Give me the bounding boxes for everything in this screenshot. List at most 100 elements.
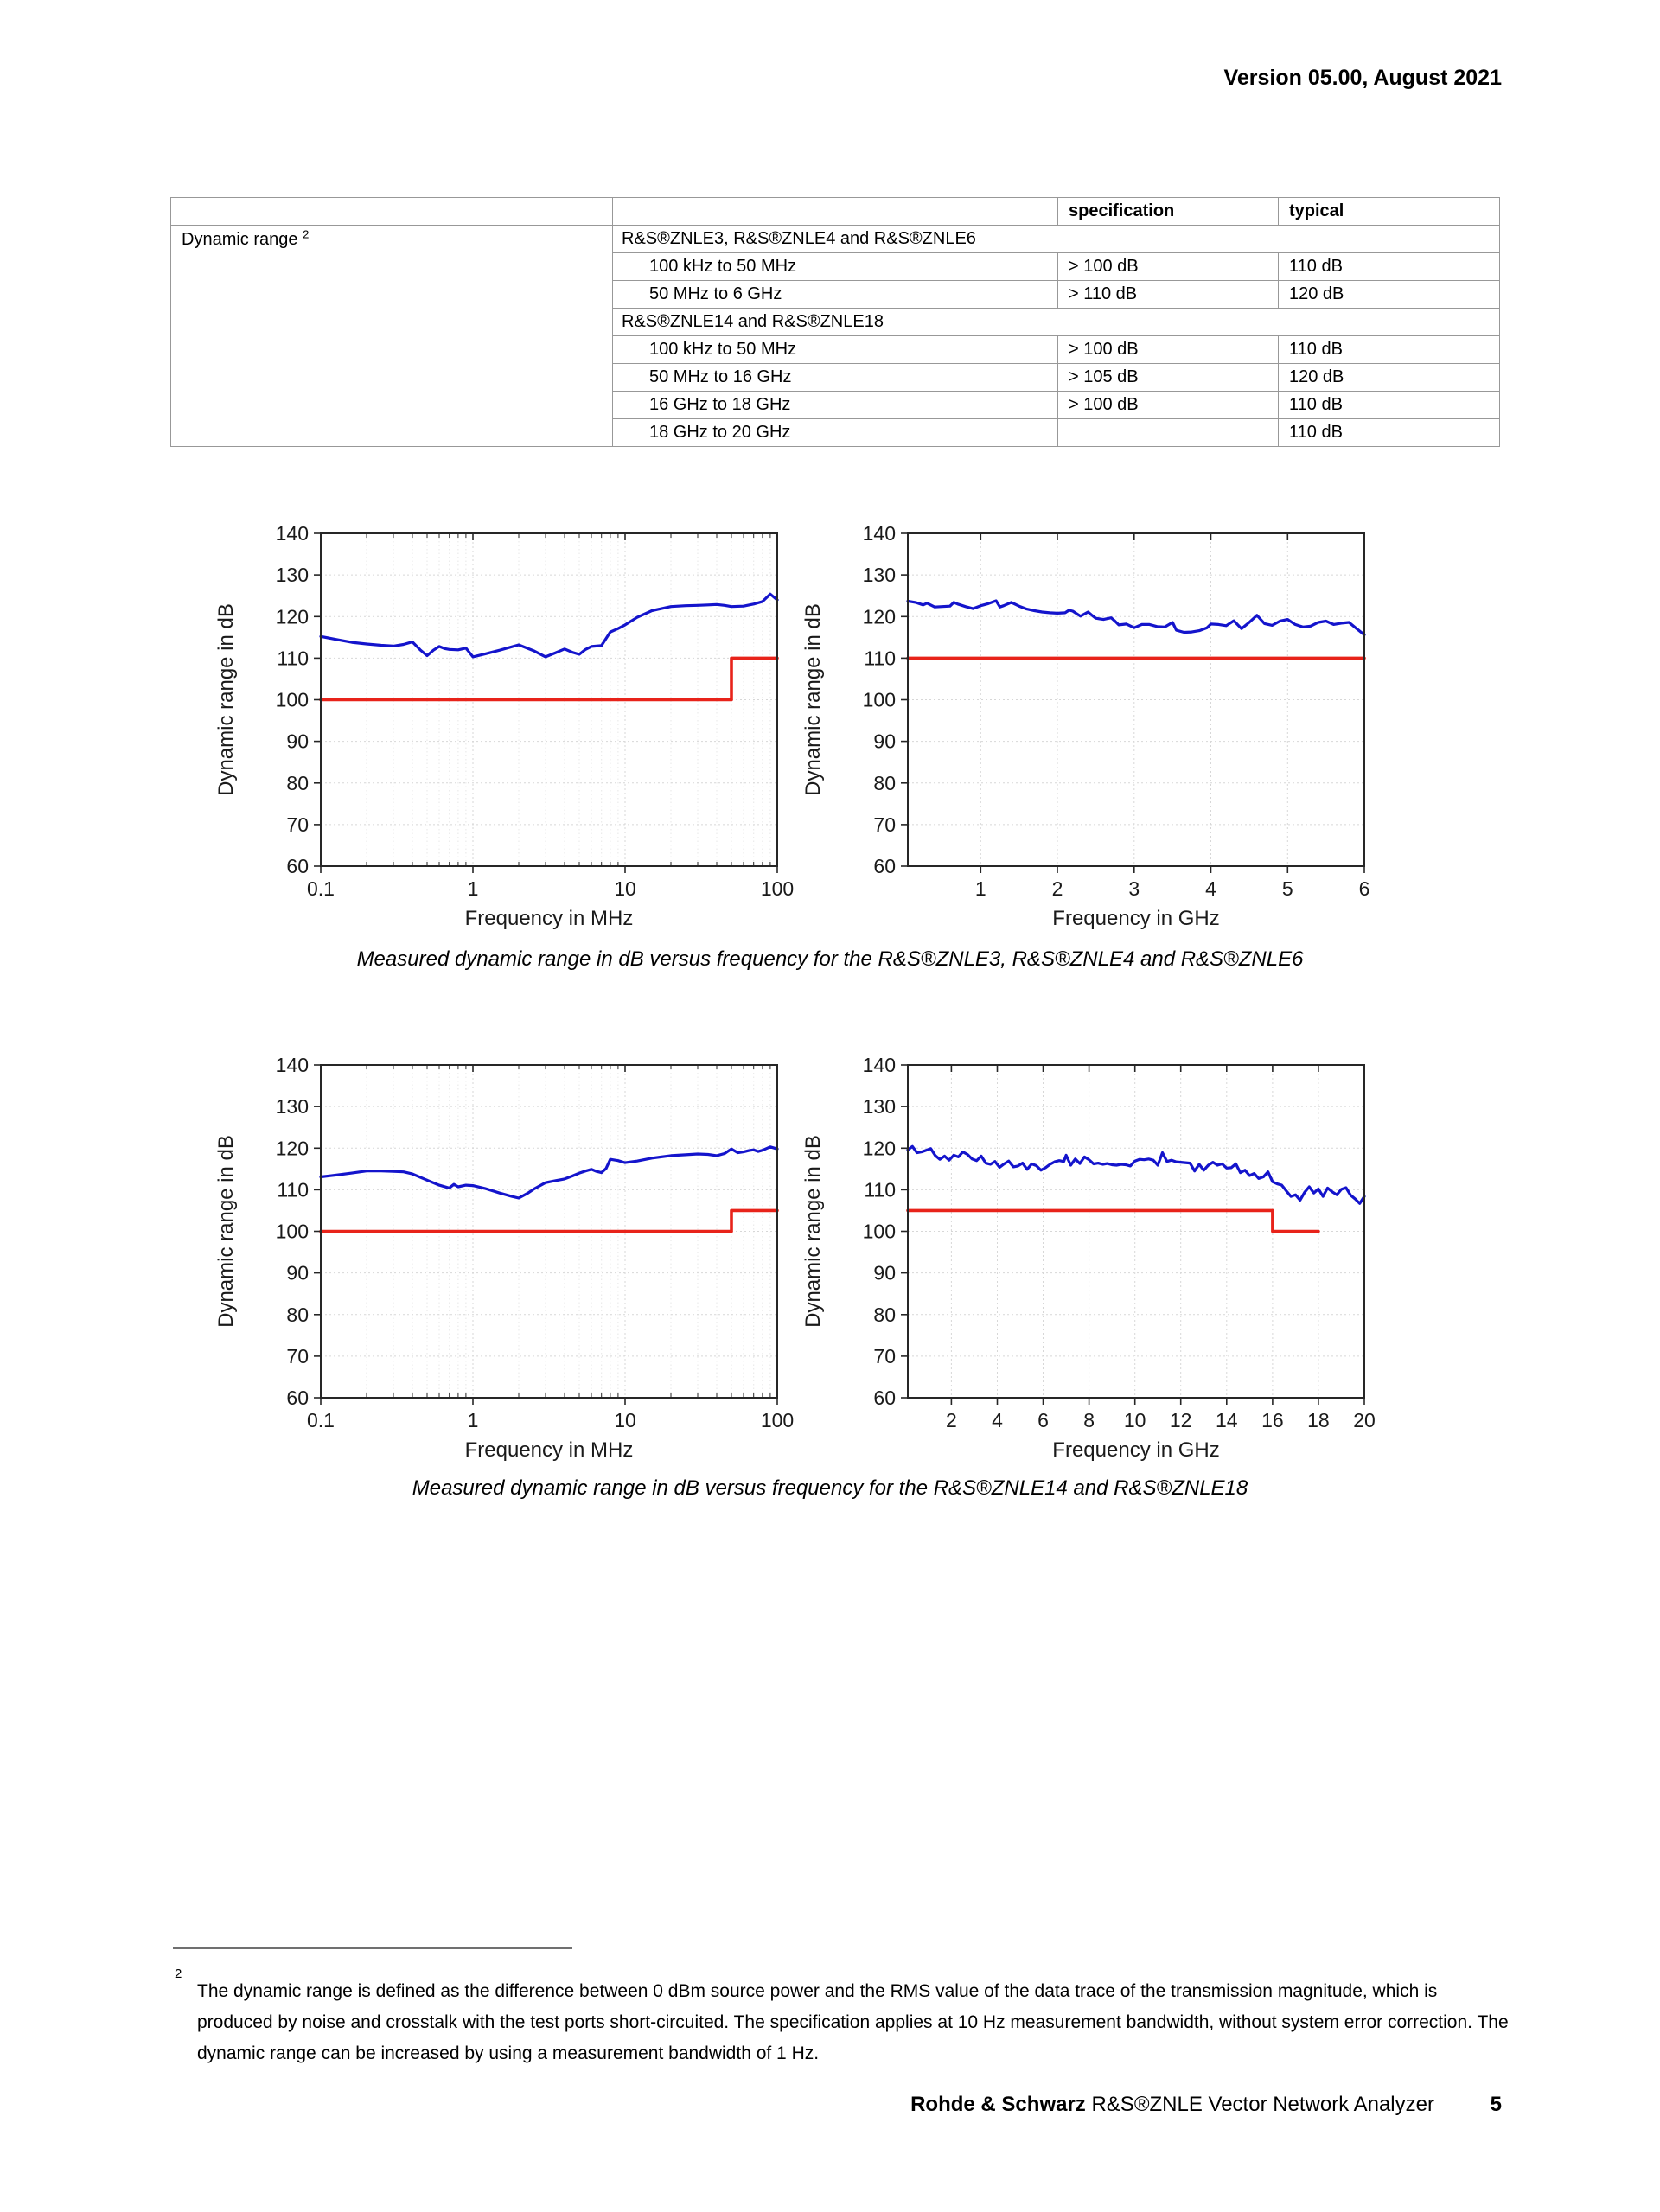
table-header-row: specification typical [170, 197, 1500, 226]
page-footer: Rohde & Schwarz R&S®ZNLE Vector Network … [910, 2093, 1502, 2117]
y-tick-label: 140 [863, 522, 896, 545]
x-tick-label: 1 [468, 877, 479, 900]
typical-value-cell: 110 dB [1278, 252, 1500, 281]
y-tick-label: 110 [864, 647, 896, 669]
x-tick-label: 6 [1359, 877, 1370, 900]
measured-curve [319, 592, 779, 659]
y-tick-label: 140 [276, 1054, 309, 1076]
x-axis-label: Frequency in MHz [465, 1438, 634, 1462]
empty-header-cell [170, 197, 613, 226]
y-tick-label: 60 [286, 855, 309, 877]
y-tick-label: 80 [873, 772, 896, 794]
tick-labels: 60 70 80 90 100 110 120 130 140 1 2 3 4 5 6 [863, 522, 1370, 900]
y-tick-label: 60 [873, 855, 896, 877]
y-tick-label: 80 [286, 772, 309, 794]
frequency-range-cell: 18 GHz to 20 GHz [612, 418, 1058, 447]
x-tick-label: 8 [1083, 1409, 1095, 1431]
chart-znle1418-ghz: 60 70 80 90 100 110 120 130 140 2 4 6 8 10 12 14 16 18 20 F… [787, 1049, 1392, 1463]
axis-ticks [314, 532, 778, 873]
y-tick-label: 90 [873, 730, 896, 753]
footnote-text: The dynamic range is defined as the diff… [197, 1981, 1509, 2063]
specification-table: specification typical Dynamic range 2 R&… [170, 197, 1500, 447]
x-tick-label: 1 [975, 877, 986, 900]
footnote-reference: 2 [303, 227, 310, 241]
x-tick-label: 5 [1282, 877, 1293, 900]
y-axis-label: Dynamic range in dB [214, 603, 238, 796]
y-tick-label: 70 [873, 813, 896, 836]
spec-column-header: specification [1057, 197, 1279, 226]
y-tick-label: 100 [863, 689, 896, 711]
spec-value-cell: > 100 dB [1057, 252, 1279, 281]
y-tick-label: 100 [276, 1221, 309, 1243]
y-tick-label: 70 [873, 1345, 896, 1367]
table-row: 16 GHz to 18 GHz > 100 dB 110 dB [171, 391, 1500, 419]
x-axis-label: Frequency in GHz [1052, 907, 1219, 930]
chart-caption-znle1418: Measured dynamic range in dB versus freq… [412, 1476, 1248, 1500]
y-tick-label: 120 [276, 605, 309, 628]
y-tick-label: 90 [286, 1262, 309, 1284]
minor-grid [366, 1065, 771, 1398]
row-label-text: Dynamic range [182, 230, 298, 249]
grid [908, 533, 1364, 866]
tick-labels: 60 70 80 90 100 110 120 130 140 2 4 6 8 10 12 14 16 18 20 [863, 1054, 1376, 1431]
spec-value-cell: > 105 dB [1057, 363, 1279, 392]
y-tick-label: 120 [863, 605, 896, 628]
frequency-range-cell: 16 GHz to 18 GHz [612, 391, 1058, 419]
x-tick-label: 6 [1038, 1409, 1049, 1431]
frequency-range-cell: 100 kHz to 50 MHz [612, 335, 1058, 364]
y-tick-label: 130 [863, 1095, 896, 1118]
y-tick-label: 100 [276, 689, 309, 711]
table-row: 50 MHz to 6 GHz > 110 dB 120 dB [171, 280, 1500, 309]
y-tick-label: 90 [286, 730, 309, 753]
minor-grid [366, 533, 771, 866]
y-tick-label: 120 [863, 1137, 896, 1159]
y-tick-label: 130 [863, 564, 896, 586]
y-tick-label: 90 [873, 1262, 896, 1284]
y-tick-label: 80 [286, 1304, 309, 1326]
y-tick-label: 70 [286, 813, 309, 836]
x-tick-label: 1 [468, 1409, 479, 1431]
chart-znle1418-mhz: 60 70 80 90 100 110 120 130 140 0.1 1 10 100 Frequenc… [200, 1049, 805, 1463]
x-axis-label: Frequency in GHz [1052, 1438, 1219, 1462]
x-tick-label: 18 [1307, 1409, 1330, 1431]
footer-brand: Rohde & Schwarz [910, 2093, 1086, 2116]
footer-page-number: 5 [1490, 2093, 1502, 2116]
spec-value-cell: > 100 dB [1057, 335, 1279, 364]
empty-header-cell [612, 197, 1058, 226]
y-tick-label: 130 [276, 1095, 309, 1118]
y-tick-label: 60 [873, 1386, 896, 1409]
chart-canvas: 60 70 80 90 100 110 120 130 140 1 2 3 4 5 6 Frequency i… [801, 522, 1370, 930]
y-tick-label: 60 [286, 1386, 309, 1409]
y-axis-label: Dynamic range in dB [214, 1135, 238, 1328]
x-tick-label: 20 [1353, 1409, 1376, 1431]
chart-caption-znle346: Measured dynamic range in dB versus freq… [356, 947, 1304, 971]
x-axis-label: Frequency in MHz [465, 907, 634, 930]
y-axis-label: Dynamic range in dB [801, 603, 825, 796]
frequency-range-cell: 100 kHz to 50 MHz [612, 252, 1058, 281]
x-tick-label: 4 [992, 1409, 1003, 1431]
table-row: 100 kHz to 50 MHz > 100 dB 110 dB [171, 252, 1500, 281]
table-row: 50 MHz to 16 GHz > 105 dB 120 dB [171, 363, 1500, 392]
page-header-version: Version 05.00, August 2021 [1223, 66, 1502, 90]
measured-curve [906, 599, 1366, 636]
frequency-range-cell: 50 MHz to 16 GHz [612, 363, 1058, 392]
x-tick-label: 16 [1261, 1409, 1284, 1431]
model-group-label: R&S®ZNLE14 and R&S®ZNLE18 [612, 308, 1500, 336]
typical-value-cell: 110 dB [1278, 335, 1500, 364]
spec-value-cell: > 110 dB [1057, 280, 1279, 309]
typical-value-cell: 120 dB [1278, 363, 1500, 392]
y-tick-label: 130 [276, 564, 309, 586]
model-group-label: R&S®ZNLE3, R&S®ZNLE4 and R&S®ZNLE6 [612, 225, 1500, 253]
typical-column-header: typical [1278, 197, 1500, 226]
x-tick-label: 10 [614, 877, 636, 900]
measured-curve [906, 1144, 1366, 1205]
axis-ticks [901, 1064, 1365, 1405]
chart-canvas: 60 70 80 90 100 110 120 130 140 2 4 6 8 10 12 14 16 18 20 F… [801, 1054, 1376, 1462]
plot-frame [907, 532, 1365, 867]
grid [908, 1065, 1364, 1398]
dynamic-range-row-label: Dynamic range 2 [170, 225, 613, 447]
